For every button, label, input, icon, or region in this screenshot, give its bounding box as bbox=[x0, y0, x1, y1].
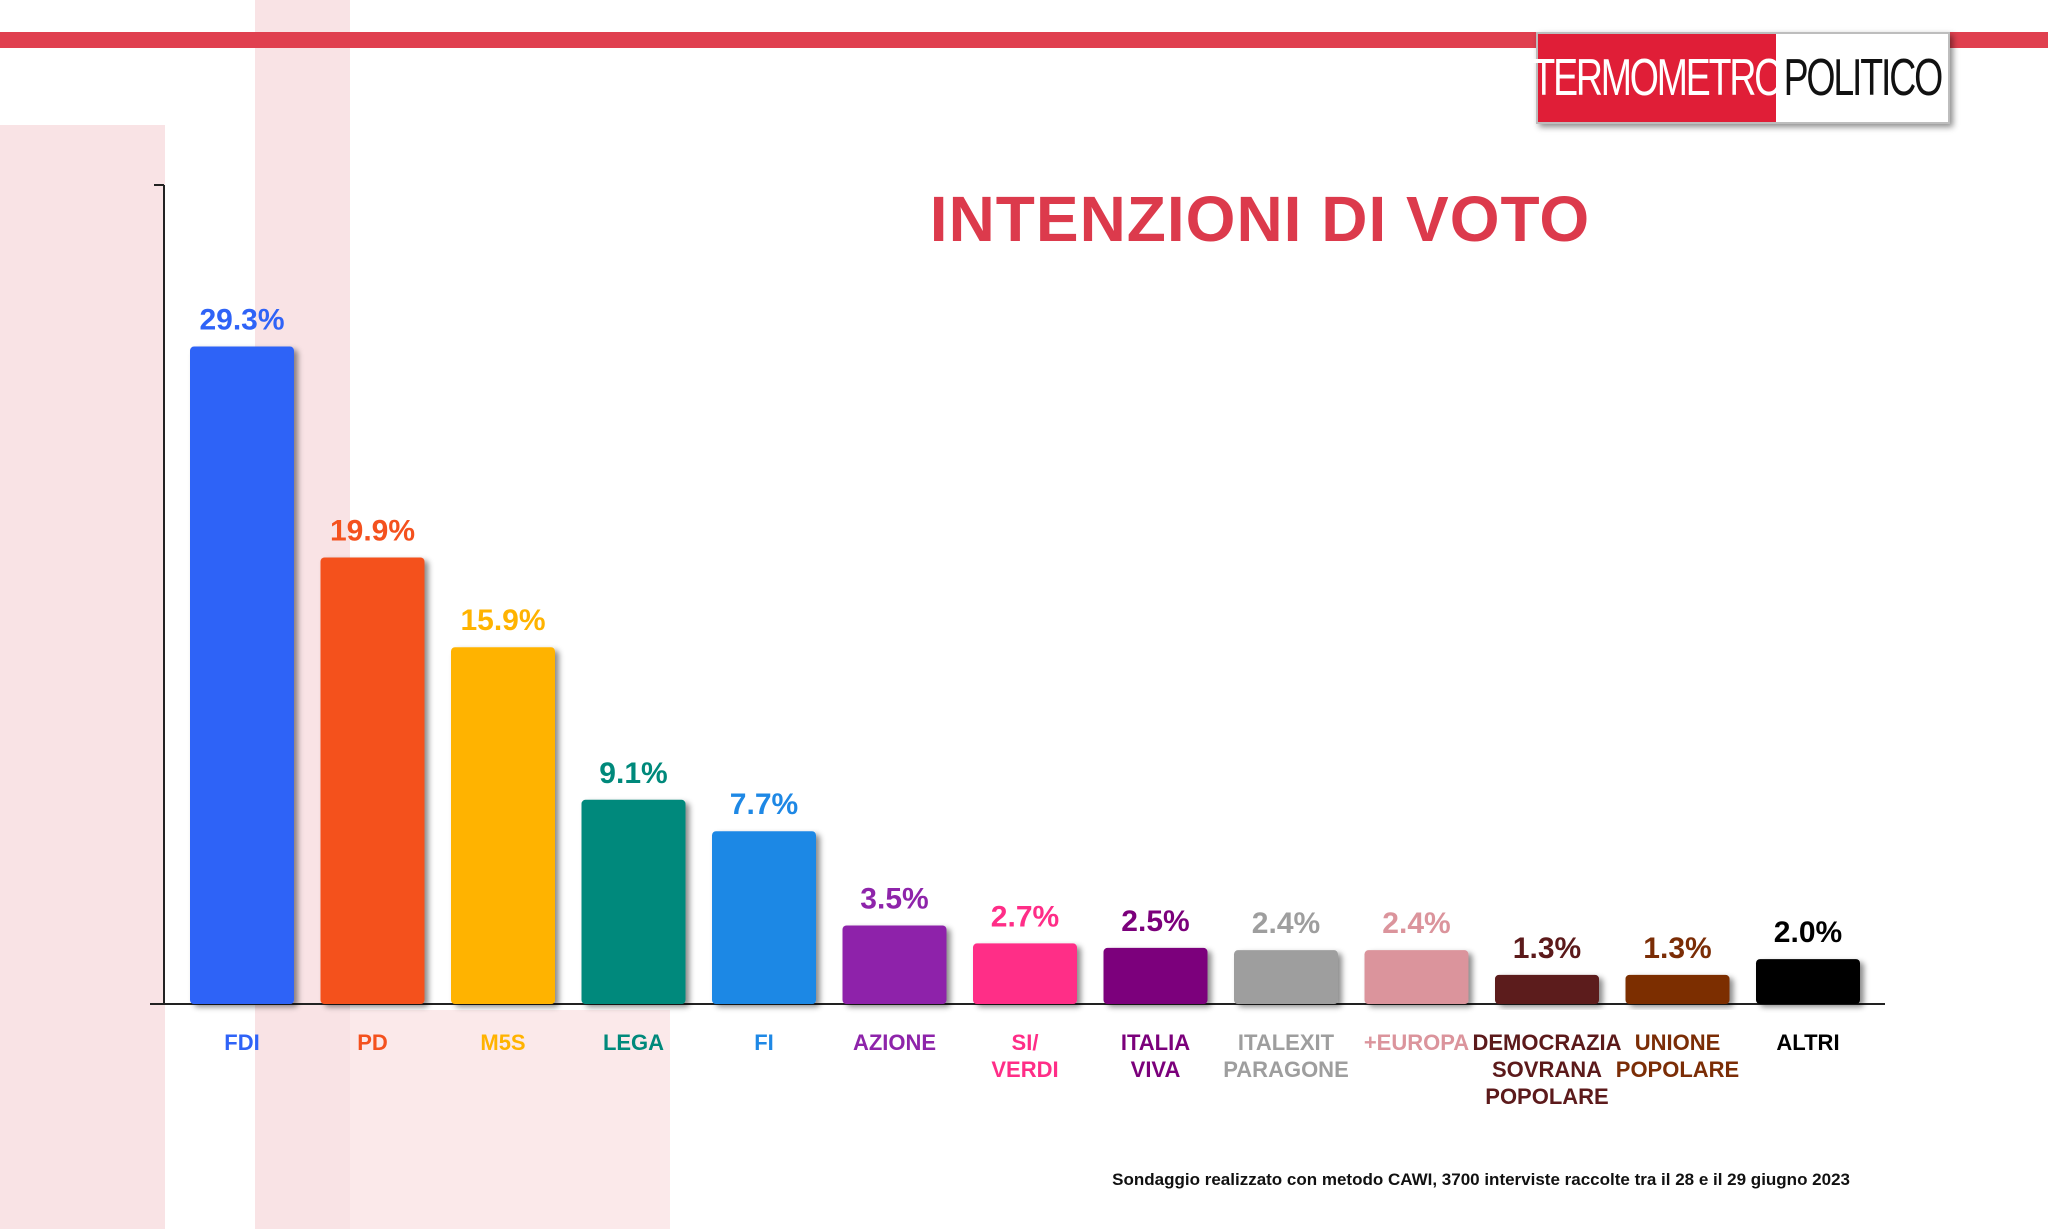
category-label: ITALIA VIVA bbox=[1121, 1030, 1190, 1082]
value-labels-group: 29.3% 19.9% 15.9% 9.1% 7.7% 3.5% 2.7% 2.5% 2.4% 2… bbox=[199, 304, 1842, 965]
logo-part-white: POLITICO bbox=[1776, 34, 1948, 122]
bar bbox=[581, 799, 686, 1004]
category-label: PD bbox=[357, 1030, 388, 1055]
background-watermark bbox=[350, 1010, 670, 1229]
value-label: 29.3% bbox=[199, 304, 284, 337]
category-label: SI/VERDI bbox=[991, 1030, 1058, 1082]
bar bbox=[1234, 950, 1338, 1004]
value-label: 19.9% bbox=[330, 514, 415, 547]
category-label-line: AZIONE bbox=[853, 1030, 936, 1055]
category-label-line: ALTRI bbox=[1776, 1030, 1839, 1055]
category-label-line: SI/ bbox=[1012, 1030, 1039, 1055]
value-label: 1.3% bbox=[1643, 932, 1711, 965]
footnote: Sondaggio realizzato con metodo CAWI, 37… bbox=[1112, 1170, 1850, 1189]
bar bbox=[320, 557, 425, 1004]
brand-logo: TERMOMETRO POLITICO bbox=[1533, 32, 1950, 124]
category-label-line: FI bbox=[754, 1030, 774, 1055]
category-label-line: +EUROPA bbox=[1364, 1030, 1469, 1055]
value-label: 9.1% bbox=[599, 757, 667, 790]
category-label-line: ITALIA bbox=[1121, 1030, 1190, 1055]
category-label-line: SOVRANA bbox=[1492, 1057, 1602, 1082]
bar bbox=[1364, 950, 1469, 1004]
category-label: FI bbox=[754, 1030, 774, 1055]
background-watermark bbox=[0, 125, 165, 1229]
category-label: M5S bbox=[480, 1030, 525, 1055]
category-label-line: VERDI bbox=[991, 1057, 1058, 1082]
category-label-line: PARAGONE bbox=[1223, 1057, 1349, 1082]
logo-text-2: POLITICO bbox=[1783, 49, 1943, 107]
category-label: +EUROPA bbox=[1364, 1030, 1469, 1055]
value-label: 2.4% bbox=[1382, 907, 1450, 940]
bars-group bbox=[190, 346, 1860, 1004]
logo-text-1: TERMOMETRO bbox=[1532, 49, 1784, 107]
category-label: LEGA bbox=[603, 1030, 664, 1055]
category-label: FDI bbox=[224, 1030, 259, 1055]
logo-part-red: TERMOMETRO bbox=[1533, 34, 1784, 122]
bar bbox=[842, 925, 947, 1004]
value-label: 2.4% bbox=[1252, 907, 1320, 940]
category-label-line: DEMOCRAZIA bbox=[1472, 1030, 1621, 1055]
category-label-line: PD bbox=[357, 1030, 388, 1055]
category-label-line: UNIONE bbox=[1635, 1030, 1721, 1055]
category-label-line: M5S bbox=[480, 1030, 525, 1055]
value-label: 3.5% bbox=[860, 882, 928, 915]
category-label-line: LEGA bbox=[603, 1030, 664, 1055]
value-label: 2.0% bbox=[1774, 916, 1842, 949]
category-label-line: FDI bbox=[224, 1030, 259, 1055]
category-label: ALTRI bbox=[1776, 1030, 1839, 1055]
bar bbox=[1103, 947, 1208, 1004]
bar bbox=[1495, 974, 1599, 1004]
category-label: AZIONE bbox=[853, 1030, 936, 1055]
bar bbox=[1625, 974, 1730, 1004]
category-label: DEMOCRAZIA SOVRANA POPOLARE bbox=[1472, 1030, 1621, 1109]
bar bbox=[1756, 959, 1860, 1004]
bar bbox=[190, 346, 294, 1004]
category-label-line: POPOLARE bbox=[1616, 1057, 1739, 1082]
value-label: 7.7% bbox=[730, 788, 798, 821]
bar bbox=[712, 831, 816, 1004]
value-label: 1.3% bbox=[1513, 932, 1581, 965]
value-label: 2.5% bbox=[1121, 905, 1189, 938]
category-label-line: VIVA bbox=[1131, 1057, 1181, 1082]
category-label: ITALEXIT PARAGONE bbox=[1223, 1030, 1349, 1082]
bar bbox=[973, 943, 1077, 1004]
chart-title: INTENZIONI DI VOTO bbox=[929, 183, 1591, 255]
bar bbox=[451, 647, 555, 1004]
category-label: UNIONE POPOLARE bbox=[1616, 1030, 1739, 1082]
value-label: 15.9% bbox=[460, 604, 545, 637]
category-label-line: ITALEXIT bbox=[1238, 1030, 1335, 1055]
value-label: 2.7% bbox=[991, 900, 1059, 933]
category-label-line: POPOLARE bbox=[1485, 1084, 1608, 1109]
